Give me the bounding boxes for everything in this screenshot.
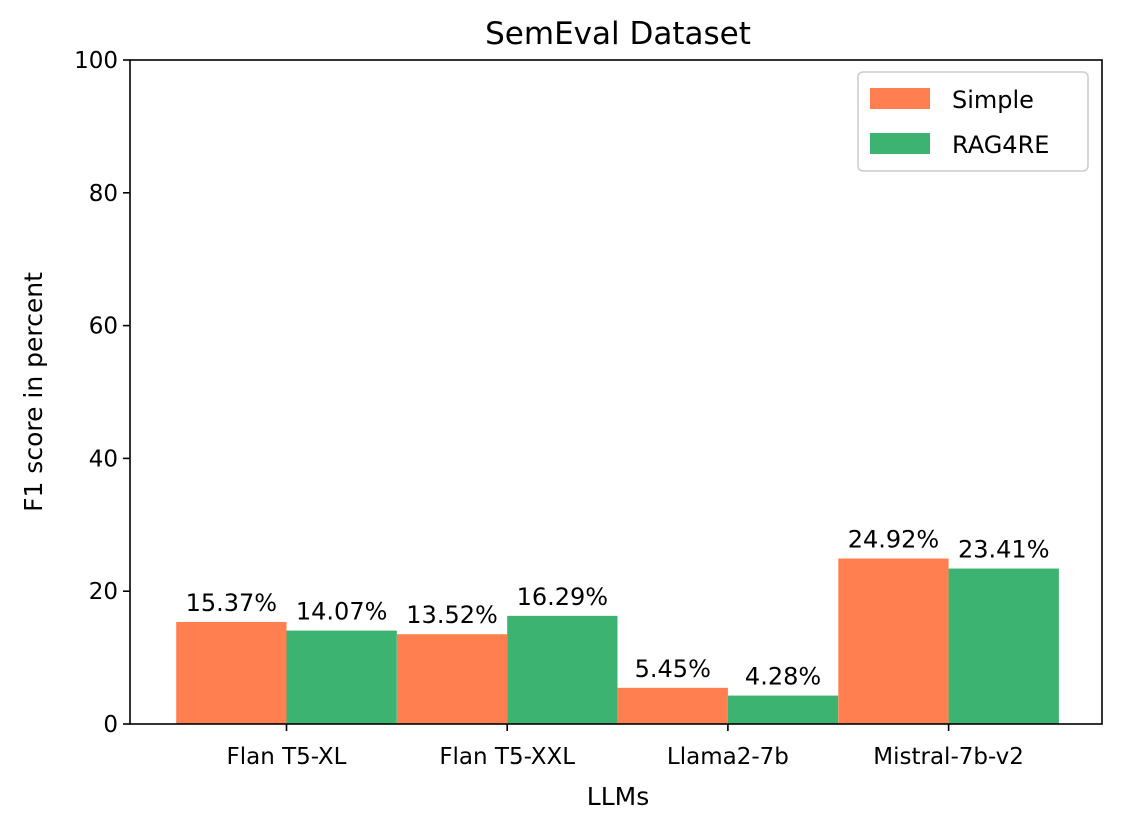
y-axis: 0 20 40 60 80 100: [74, 48, 130, 738]
data-label-rag4re-flan-t5-xxl: 16.29%: [517, 583, 609, 611]
bar-rag4re-mistral-7b-v2: [948, 568, 1059, 724]
plot-frame: [129, 59, 1103, 725]
data-label-rag4re-llama2-7b: 4.28%: [745, 663, 821, 691]
legend: Simple RAG4RE: [857, 71, 1089, 172]
y-tick-label: 80: [89, 181, 118, 207]
chart-title: SemEval Dataset: [485, 16, 751, 52]
y-tick-label: 100: [74, 48, 118, 74]
bar-simple-llama2-7b: [617, 687, 728, 724]
y-axis-label: F1 score in percent: [19, 272, 48, 512]
bar-simple-flan-t5-xl: [176, 621, 287, 724]
bars-layer: [176, 558, 1059, 724]
data-label-simple-flan-t5-xxl: 13.52%: [406, 601, 498, 629]
legend-label-simple: Simple: [952, 86, 1034, 114]
data-label-rag4re-mistral-7b-v2: 23.41%: [958, 536, 1050, 564]
bar-rag4re-flan-t5-xxl: [507, 615, 618, 724]
bar-simple-flan-t5-xxl: [396, 634, 508, 724]
data-label-simple-mistral-7b-v2: 24.92%: [848, 526, 940, 554]
x-tick-label: Flan T5-XXL: [439, 744, 575, 770]
bar-rag4re-llama2-7b: [727, 695, 839, 724]
data-label-simple-llama2-7b: 5.45%: [635, 655, 711, 683]
data-label-rag4re-flan-t5-xl: 14.07%: [296, 598, 388, 626]
y-tick-label: 0: [103, 712, 118, 738]
bar-simple-mistral-7b-v2: [838, 558, 949, 724]
data-label-simple-flan-t5-xl: 15.37%: [186, 589, 278, 617]
legend-swatch-simple: [870, 88, 930, 109]
legend-label-rag4re: RAG4RE: [952, 131, 1049, 159]
x-tick-label: Mistral-7b-v2: [873, 744, 1024, 770]
y-tick-label: 60: [89, 314, 118, 340]
legend-swatch-rag4re: [870, 133, 930, 154]
data-labels: 15.37% 14.07% 13.52% 16.29% 5.45% 4.28% 24.92%…: [186, 526, 1050, 691]
y-tick-label: 20: [89, 579, 118, 605]
x-axis-label: LLMs: [587, 782, 649, 811]
x-tick-label: Llama2-7b: [667, 744, 789, 770]
y-tick-label: 40: [89, 446, 118, 472]
bar-rag4re-flan-t5-xl: [286, 630, 397, 724]
x-tick-label: Flan T5-XL: [226, 744, 346, 770]
x-axis: Flan T5-XL Flan T5-XXL Llama2-7b Mistral-7b…: [226, 724, 1024, 770]
